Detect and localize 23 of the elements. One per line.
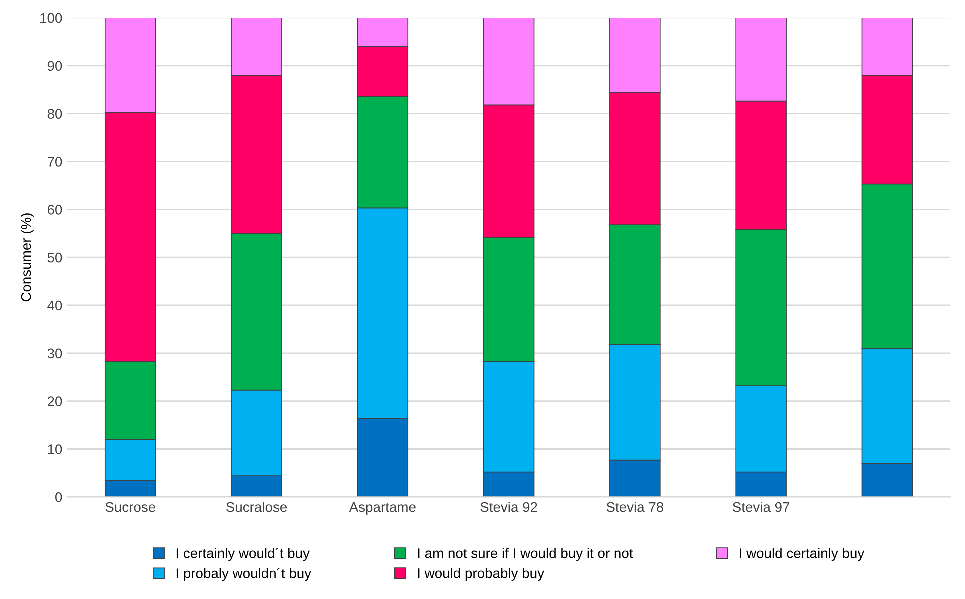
y-tick-label: 50 <box>48 252 62 263</box>
y-tick-label: 20 <box>48 396 62 406</box>
legend-label: I probaly wouldn´t buy <box>176 568 312 582</box>
y-tick-label: 60 <box>48 204 62 215</box>
y-tick-label: 10 <box>48 444 62 454</box>
legend-label: I would probably buy <box>418 568 544 582</box>
x-tick-label: Stevia 78 <box>606 502 664 512</box>
x-tick-label: Stevia 97 <box>732 502 790 512</box>
x-tick-label: Sucrose <box>106 502 156 512</box>
y-tick-label: 80 <box>48 109 62 119</box>
y-axis-title: Consumer (%) <box>21 214 34 302</box>
y-tick-label: 40 <box>48 300 62 311</box>
legend-label: I certainly would´t buy <box>176 548 310 562</box>
legend-label: I am not sure if I would buy it or not <box>418 548 634 562</box>
legend-label: I would certainly buy <box>740 548 865 562</box>
y-tick-label: 100 <box>40 13 62 24</box>
y-tick-label: 70 <box>48 157 62 167</box>
x-tick-label: Aspartame <box>349 502 416 515</box>
x-tick-label: Sucralose <box>226 502 288 512</box>
y-tick-label: 90 <box>48 61 62 72</box>
y-tick-label: 0 <box>56 492 62 502</box>
y-tick-label: 30 <box>48 348 62 359</box>
x-tick-label: Stevia 92 <box>480 502 538 512</box>
